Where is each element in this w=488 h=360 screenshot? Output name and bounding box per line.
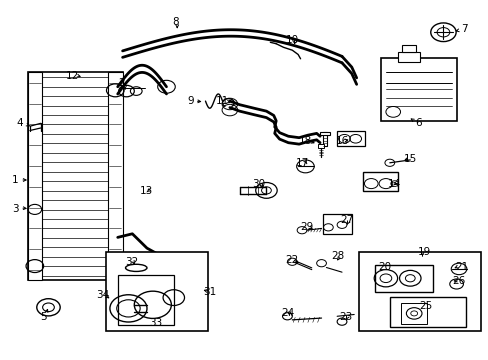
Bar <box>336 131 365 146</box>
Bar <box>105 252 207 330</box>
Text: 18: 18 <box>298 136 311 146</box>
Text: 23: 23 <box>339 312 352 322</box>
Bar <box>400 303 427 324</box>
Text: 26: 26 <box>451 276 465 286</box>
Text: 16: 16 <box>335 136 348 146</box>
Bar <box>322 132 327 146</box>
Text: 30: 30 <box>252 179 265 189</box>
Bar <box>27 72 122 280</box>
Bar <box>380 58 456 121</box>
Bar <box>322 214 351 234</box>
Text: 8: 8 <box>172 17 178 27</box>
Text: 13: 13 <box>139 186 152 197</box>
Text: 21: 21 <box>454 262 467 272</box>
Text: 20: 20 <box>378 262 391 272</box>
Text: 7: 7 <box>460 24 466 35</box>
Ellipse shape <box>125 264 147 271</box>
Text: 25: 25 <box>418 301 431 311</box>
Text: 27: 27 <box>340 215 353 225</box>
Bar <box>27 72 42 280</box>
Text: 24: 24 <box>280 309 293 318</box>
Bar <box>319 132 330 135</box>
Text: 34: 34 <box>96 291 109 301</box>
Text: 22: 22 <box>285 255 298 265</box>
Bar <box>318 144 324 148</box>
Text: 9: 9 <box>187 96 194 106</box>
Text: 11: 11 <box>216 96 229 106</box>
Text: 10: 10 <box>285 35 298 45</box>
Text: 4: 4 <box>17 118 23 128</box>
Text: 14: 14 <box>387 179 401 189</box>
Text: 2: 2 <box>118 78 124 88</box>
Bar <box>397 51 419 62</box>
Text: 32: 32 <box>124 257 138 267</box>
Text: 17: 17 <box>295 158 308 168</box>
Text: 5: 5 <box>40 312 47 322</box>
Bar <box>374 265 432 292</box>
Text: 19: 19 <box>416 247 430 257</box>
Text: 6: 6 <box>414 118 421 128</box>
Text: 1: 1 <box>12 175 19 185</box>
Text: 12: 12 <box>66 71 80 81</box>
Bar <box>362 172 397 192</box>
Bar <box>118 275 173 325</box>
Bar <box>401 45 415 52</box>
Text: 29: 29 <box>300 222 313 232</box>
Text: 28: 28 <box>331 251 344 261</box>
Bar <box>358 252 480 330</box>
Bar <box>389 297 466 327</box>
Bar <box>108 72 122 280</box>
Text: 31: 31 <box>203 287 216 297</box>
Text: 33: 33 <box>149 319 162 328</box>
Text: 3: 3 <box>12 204 19 214</box>
Text: 15: 15 <box>403 154 416 164</box>
